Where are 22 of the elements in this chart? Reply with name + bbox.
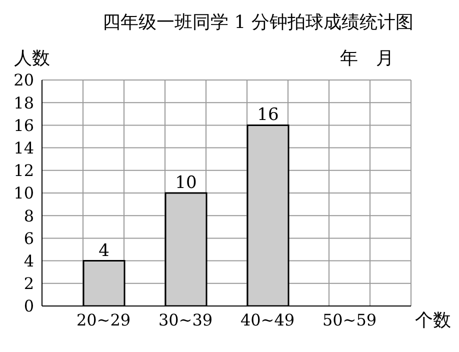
y-tick-label: 0	[24, 296, 34, 316]
data-label: 16	[257, 105, 279, 126]
y-tick-label: 4	[24, 251, 34, 270]
y-tick-label: 2	[24, 274, 34, 294]
y-tick-label: 14	[14, 138, 34, 158]
x-tick-label: 40~49	[240, 310, 295, 330]
y-tick-label: 8	[24, 206, 34, 226]
y-tick-label: 20	[14, 70, 34, 90]
x-tick-label: 20~29	[76, 310, 131, 330]
y-tick-label: 10	[14, 184, 34, 203]
y-tick-label: 6	[24, 228, 34, 248]
text: 年 月	[340, 47, 394, 70]
x-tick-label: 30~39	[158, 310, 213, 330]
data-label: 4	[98, 240, 110, 261]
chart-title: 四年级一班同学 1 分钟拍球成绩统计图	[102, 11, 414, 34]
y-tick-label: 16	[14, 116, 34, 135]
x-axis-title: 个数	[415, 309, 451, 332]
x-tick-label: 50~59	[322, 310, 377, 330]
data-label: 10	[175, 173, 197, 193]
y-tick-label: 18	[14, 93, 34, 112]
y-axis-title: 人数	[14, 47, 50, 70]
y-tick-label: 12	[14, 161, 34, 180]
